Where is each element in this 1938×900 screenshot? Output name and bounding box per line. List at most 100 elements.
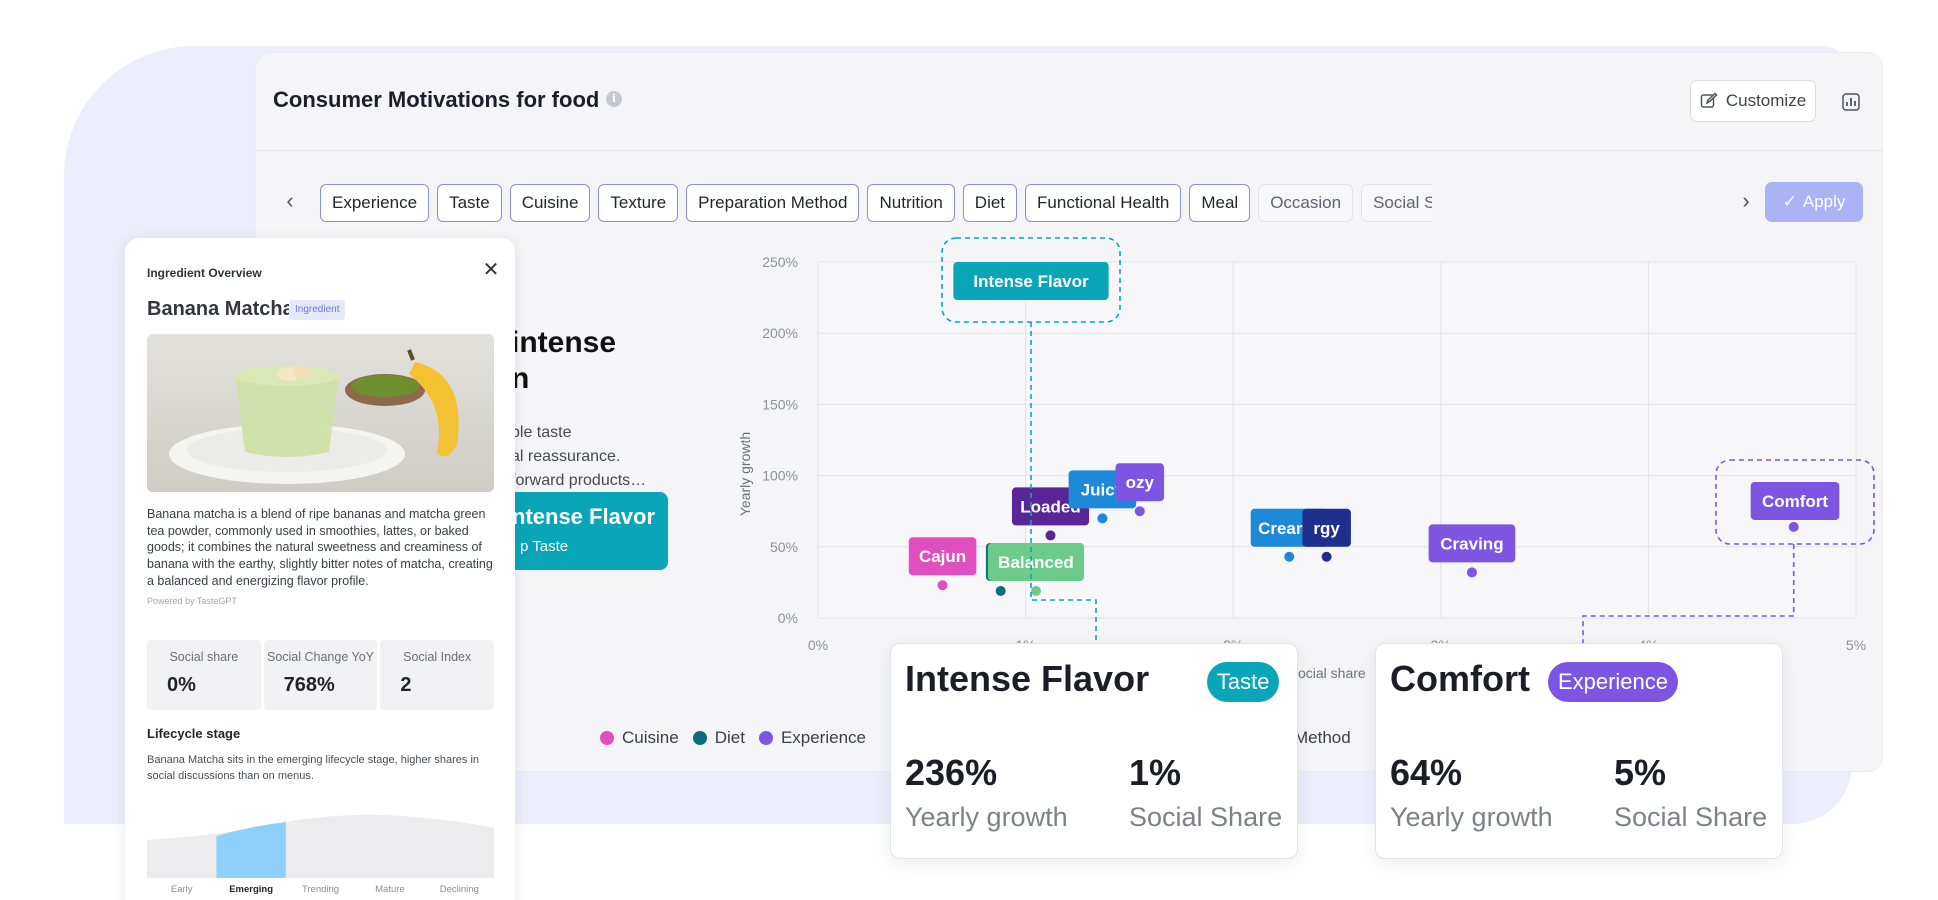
label-text: Juicy [1081,480,1125,499]
category-filter-bar: ‹ Experience Taste Cuisine Texture Preparati… [256,181,1882,225]
legend-dot [692,731,707,745]
filter-chip-occasion[interactable]: Occasion [1258,184,1354,222]
apply-button[interactable]: ✓ Apply [1765,182,1863,222]
stat-value: 2 [400,674,412,696]
filter-chip-texture[interactable]: Texture [598,184,679,222]
ingredient-stats: Social share 0% Social Change YoY 768% Socia… [147,640,495,710]
filter-chip-functional-health[interactable]: Functional Health [1025,184,1182,222]
data-point [1788,521,1799,532]
featured-description: ble taste al reassurance. forward produc… [511,424,647,489]
x-axis-label: ocial share [1298,665,1366,681]
detail-name: Comfort [1390,658,1530,699]
featured-title: intense n [511,326,617,395]
close-icon[interactable]: ✕ [482,259,500,281]
matcha-illustration [147,334,494,492]
stat-social-share: Social share 0% [147,640,261,710]
legend-item-cuisine[interactable]: Cuisine [600,728,679,748]
detail-card-comfort[interactable]: Comfort Experience 64% Yearly growth 5% Socia… [1375,643,1783,859]
label-box [908,537,977,576]
y-tick-label: 150% [762,396,798,412]
data-point [1097,513,1108,524]
label-box [1115,463,1165,502]
data-point [937,580,948,591]
powered-by: Powered by TasteGPT [147,596,237,606]
legend-dot [600,731,614,745]
label-text: Cajun [919,547,966,566]
lifecycle-stage-labels: Early Emerging Trending Mature Declining [147,884,494,895]
lifecycle-stage-mature: Mature [375,884,405,895]
highlight-intense-flavor[interactable]: Intense Flavor [941,237,1121,323]
filter-chip-taste[interactable]: Taste [437,184,502,222]
point-label-craving[interactable]: Craving [1428,524,1516,563]
share-value: 5% [1614,752,1667,793]
lifecycle-chart [147,814,494,878]
highlight-frame [1715,459,1875,545]
lifecycle-description: Banana Matcha sits in the emerging lifec… [147,754,480,782]
page-title: Consumer Motivations for food [273,87,600,112]
label-text: Comfort [1762,492,1828,511]
ingredient-name: Banana Matcha [147,298,294,320]
callout-connector [1582,544,1795,643]
label-text: Craving [1440,534,1503,553]
label-box [1302,508,1351,547]
lifecycle-curve [147,814,494,878]
callout-connector [1030,322,1097,643]
customize-label: Customize [1725,91,1807,110]
share-label: Social Share [1614,802,1768,832]
chevron-right-icon[interactable]: › [1742,188,1750,213]
filter-chip-meal[interactable]: Meal [1189,184,1251,222]
featured-card-subtitle: p Taste [520,538,569,555]
featured-text: intense n ble taste al reassurance. forw… [511,325,771,493]
legend-item-method[interactable]: Method [1294,728,1351,747]
lifecycle-title: Lifecycle stage [147,726,241,741]
info-icon[interactable]: i [606,91,622,107]
y-tick-label: 50% [770,539,798,555]
apply-label: Apply [1802,192,1846,211]
stat-value: 768% [283,674,335,696]
lifecycle-stage-declining: Declining [439,884,479,895]
label-box [953,262,1109,300]
lifecycle-current-segment [216,822,286,878]
data-point [995,585,1006,596]
growth-value: 64% [1390,752,1463,793]
point-label-balanced[interactable]: Balanced [987,542,1085,581]
stat-label: Social share [169,650,239,664]
filter-chip-preparation-method[interactable]: Preparation Method [686,184,860,222]
x-tick-label: 5% [1846,637,1866,653]
featured-card-title: ntense Flavor [512,504,656,529]
chart-legend: Cuisine Diet Experience [600,728,866,748]
growth-label: Yearly growth [1390,802,1553,832]
chart-settings-icon [1842,93,1860,111]
label-box [1428,524,1516,563]
stat-value: 0% [167,674,196,696]
filter-chip-cuisine[interactable]: Cuisine [509,184,591,222]
highlight-frame [941,237,1121,323]
y-axis-label: Yearly growth [737,432,753,516]
growth-label: Yearly growth [905,802,1068,832]
data-point [1134,506,1145,517]
check-icon: ✓ [1782,192,1797,211]
filter-chip-diet[interactable]: Diet [962,184,1018,222]
chevron-left-icon[interactable]: ‹ [286,188,294,213]
highlight-comfort[interactable]: Comfort [1715,459,1875,545]
label-box [987,542,1085,581]
data-point [1466,567,1477,578]
detail-badge: Experience [1547,662,1679,702]
point-label-ozy[interactable]: ozy [1115,463,1165,502]
label-text: Balanced [998,553,1074,572]
detail-card-intense-flavor[interactable]: Intense Flavor Taste 236% Yearly growth 1% So… [890,643,1298,859]
y-tick-label: 200% [762,325,798,341]
point-label-rgy[interactable]: rgy [1302,508,1351,547]
lifecycle-stage-emerging: Emerging [229,884,274,895]
customize-button[interactable]: Customize [1690,80,1816,122]
filter-chip-nutrition[interactable]: Nutrition [867,184,955,222]
legend-item-experience[interactable]: Experience [758,728,866,748]
point-label-cajun[interactable]: Cajun [908,537,977,576]
label-text: rgy [1313,519,1340,538]
filter-chip-social-setting[interactable]: Social Setting [1361,184,1432,222]
card-label: Ingredient Overview [147,266,262,280]
ingredient-description: Banana matcha is a blend of ripe bananas… [147,507,493,588]
chart-settings-button[interactable] [1832,83,1870,121]
filter-chip-experience[interactable]: Experience [320,184,430,222]
legend-item-diet[interactable]: Diet [692,728,745,748]
